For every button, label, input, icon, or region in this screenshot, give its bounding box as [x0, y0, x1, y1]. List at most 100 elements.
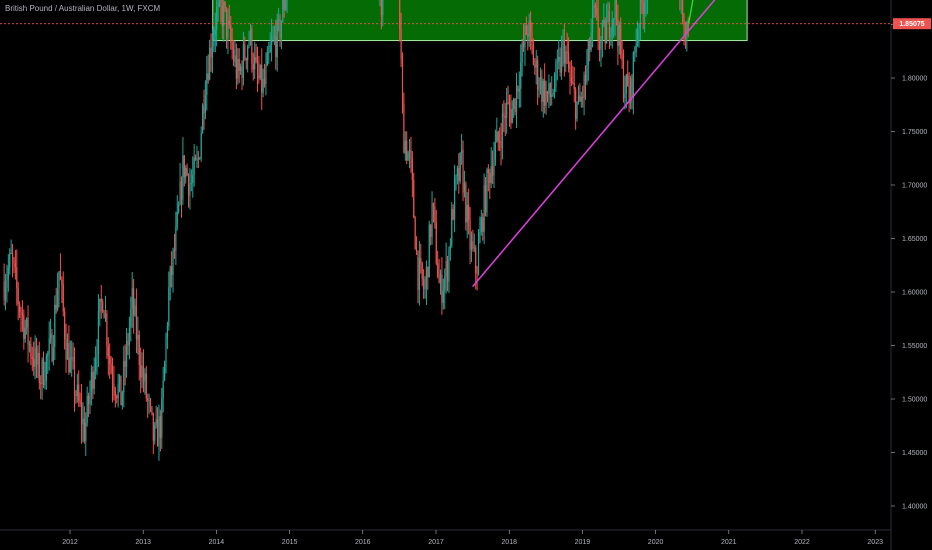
candle-body	[613, 18, 615, 20]
candle-body	[21, 314, 24, 316]
candle-body	[16, 267, 18, 289]
candle-body	[455, 175, 457, 179]
candle-body	[31, 356, 33, 360]
candle-body	[3, 281, 5, 301]
candle-body	[71, 357, 73, 359]
candle-body	[435, 222, 437, 264]
candle-body	[82, 418, 84, 425]
candle-body	[413, 179, 415, 218]
candle-body	[206, 73, 208, 96]
candle-body	[285, 0, 287, 10]
candle-body	[225, 7, 228, 38]
candle-body	[576, 101, 578, 120]
candle-body	[223, 1, 225, 27]
candle-body	[135, 305, 138, 340]
last-price-tag: 1.85075	[893, 18, 931, 30]
candle-body	[127, 340, 129, 346]
candle-body	[33, 359, 35, 368]
candle-body	[437, 263, 439, 277]
candle-body	[165, 337, 167, 363]
candle-body	[178, 204, 180, 212]
candle-body	[159, 416, 161, 438]
candle-body	[51, 333, 53, 361]
candle-body	[163, 362, 166, 381]
candle-body	[570, 77, 573, 82]
candle-body	[30, 343, 32, 357]
candle-body	[9, 252, 11, 268]
candle-body	[87, 395, 90, 405]
candle-body	[28, 343, 31, 345]
candle-body	[276, 19, 278, 58]
candle-body	[263, 79, 266, 85]
candle-body	[520, 62, 522, 89]
candle-body	[618, 24, 620, 46]
candle-body	[490, 166, 492, 183]
candle-body	[61, 279, 63, 285]
candle-body	[556, 61, 558, 63]
candle-body	[273, 36, 275, 38]
candle-body	[531, 31, 533, 45]
candle-body	[482, 217, 484, 232]
candle-body	[106, 313, 108, 347]
candle-body	[541, 77, 543, 102]
candle-body	[242, 44, 245, 79]
candle-body	[424, 288, 426, 290]
candle-body	[472, 241, 474, 249]
candle-body	[610, 34, 612, 38]
candle-body	[232, 49, 235, 62]
trendline[interactable]	[472, 0, 821, 288]
x-tick-label: 2023	[867, 539, 883, 546]
candle-body	[138, 334, 140, 366]
candle-body	[41, 359, 43, 384]
candle-body	[144, 373, 146, 382]
candle-body	[278, 18, 280, 20]
candle-body	[580, 96, 582, 102]
candle-body	[504, 116, 506, 119]
candle-body	[186, 167, 188, 176]
candle-body	[49, 333, 52, 339]
candle-body	[461, 150, 463, 153]
candle-body	[286, 0, 288, 1]
candle-body	[470, 241, 473, 250]
candle-body	[245, 58, 247, 61]
candle-body	[583, 74, 585, 98]
candle-body	[213, 35, 215, 47]
candle-body	[34, 347, 36, 368]
candle-body	[421, 262, 423, 280]
candle-body	[446, 261, 449, 282]
candle-body	[254, 56, 256, 70]
candle-body	[199, 158, 201, 160]
candle-body	[268, 51, 270, 53]
candle-body	[203, 105, 205, 114]
candle-body	[209, 47, 211, 80]
candle-body	[79, 400, 81, 403]
time-axis[interactable]: 2012 2013 2014 2015 2016 2017 2018 2019 2020 2021…	[62, 530, 883, 546]
candle-body	[111, 373, 114, 384]
candle-body	[501, 113, 504, 149]
candle-body	[117, 384, 119, 399]
candle-body	[66, 342, 69, 360]
candle-body	[26, 318, 28, 328]
candle-body	[99, 298, 101, 312]
candle-body	[261, 64, 263, 93]
candle-body	[529, 20, 532, 32]
y-tick-label: 1.60000	[902, 290, 927, 297]
candle-body	[171, 266, 173, 275]
candle-body	[408, 149, 411, 153]
candle-body	[27, 318, 29, 345]
x-tick-label: 2015	[282, 539, 298, 546]
candle-body	[23, 314, 25, 339]
candle-body	[211, 46, 214, 58]
support-zone[interactable]	[212, 0, 748, 42]
candle-body	[279, 18, 281, 39]
candle-body	[220, 0, 222, 6]
candle-body	[617, 18, 619, 46]
candle-body	[513, 98, 515, 110]
candle-body	[500, 141, 502, 149]
x-tick-label: 2018	[501, 539, 517, 546]
price-axis[interactable]: 2.300002.250002.200002.150002.100002.050…	[891, 0, 927, 511]
candle-body	[524, 26, 526, 48]
candle-body	[620, 24, 622, 55]
candle-body	[636, 29, 639, 44]
